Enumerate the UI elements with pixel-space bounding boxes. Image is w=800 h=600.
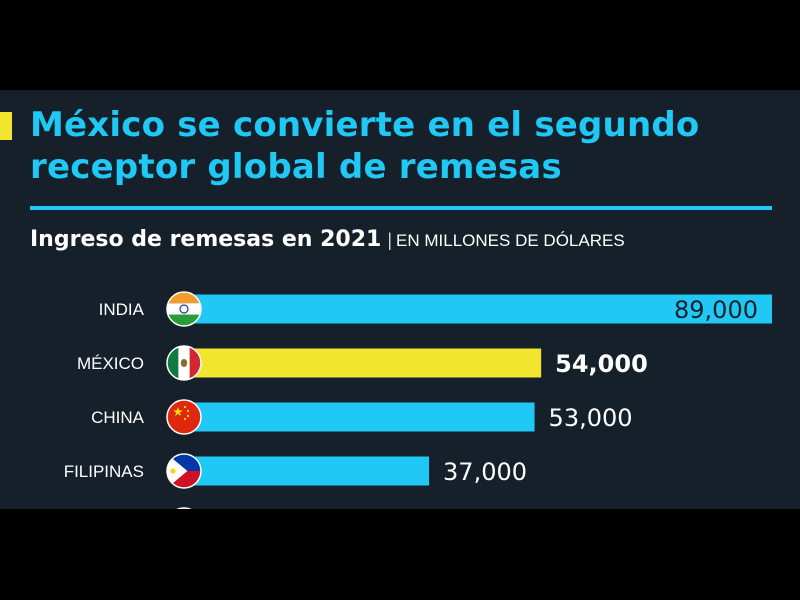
category-label-india: INDIA [99, 300, 145, 319]
india-flag-icon [166, 291, 202, 327]
value-label-filipinas: 37,000 [443, 458, 527, 486]
accent-marker [0, 112, 12, 140]
china-flag-icon [166, 399, 202, 435]
page-title: México se convierte en el segundo recept… [30, 104, 790, 188]
title-divider [30, 206, 772, 210]
philippines-flag-icon [166, 453, 202, 489]
value-label-china: 53,000 [549, 404, 633, 432]
title-line-1: México se convierte en el segundo [30, 105, 700, 145]
title-line-2: receptor global de remesas [30, 147, 562, 187]
value-label-india: 89,000 [674, 296, 758, 324]
category-label-china: CHINA [91, 408, 145, 427]
bar-china [185, 402, 535, 432]
category-label-filipinas: FILIPINAS [64, 462, 144, 481]
bar-chart: INDIA 89,000 MÉXICO 54,000 CHINA 53,000 FILIPI… [64, 291, 772, 509]
chart-subtitle: Ingreso de remesas en 2021 | EN MILLONES D… [30, 227, 625, 252]
partial-flag-icon [176, 507, 192, 509]
bar-india [185, 294, 772, 324]
category-label-mexico: MÉXICO [77, 354, 144, 373]
infographic-panel: México se convierte en el segundo recept… [0, 90, 800, 509]
subtitle-text: Ingreso de remesas en 2021 [30, 227, 382, 252]
bar-filipinas [185, 456, 430, 486]
mexico-flag-icon [166, 345, 202, 381]
subtitle-separator: | [387, 230, 393, 250]
value-label-mexico: 54,000 [555, 350, 648, 378]
bar-mexico [185, 348, 542, 378]
unit-label: EN MILLONES DE DÓLARES [396, 231, 625, 250]
